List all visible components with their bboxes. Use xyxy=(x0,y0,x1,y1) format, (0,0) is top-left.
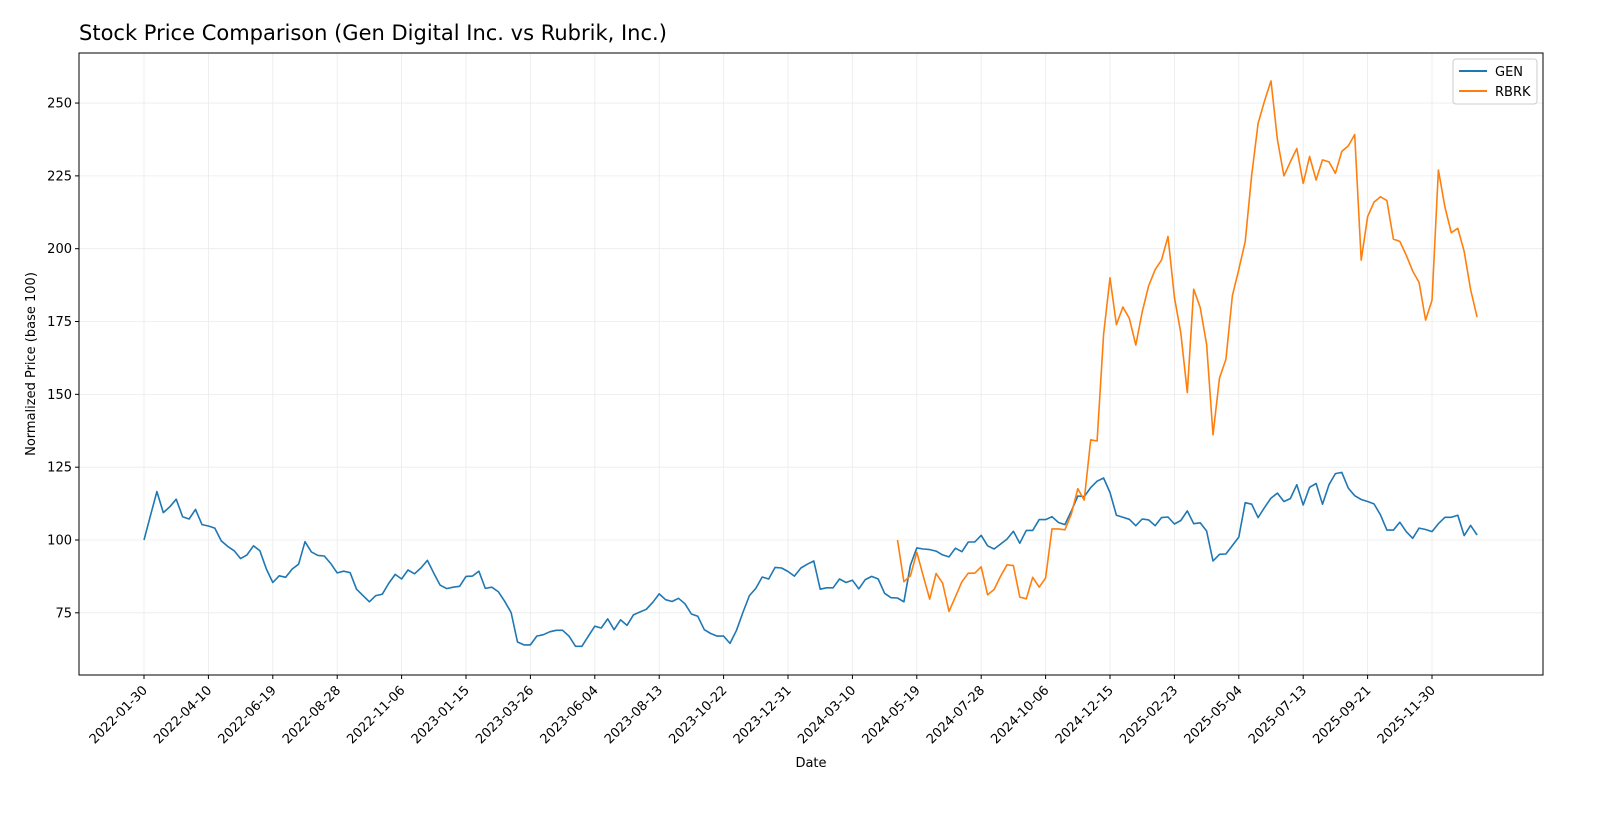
x-axis-ticks: 2022-01-30 2022-04-10 2022-06-19 2022-08-28… xyxy=(87,675,1439,747)
y-tick-label: 175 xyxy=(47,315,72,330)
legend-label-gen: GEN xyxy=(1495,65,1523,80)
x-tick-label: 2022-06-19 xyxy=(216,683,280,747)
x-tick-label: 2025-09-21 xyxy=(1310,683,1374,747)
x-tick-label: 2025-05-04 xyxy=(1182,683,1246,747)
x-tick-label: 2023-06-04 xyxy=(538,683,602,747)
x-tick-label: 2023-03-26 xyxy=(473,683,537,747)
y-tick-label: 150 xyxy=(47,388,72,403)
y-axis-ticks: 75 100 125 150 175 200 225 250 xyxy=(47,97,79,621)
y-tick-label: 225 xyxy=(47,169,72,184)
legend-label-rbrk: RBRK xyxy=(1495,85,1531,100)
grid xyxy=(79,53,1543,675)
series-lines xyxy=(143,80,1478,648)
x-tick-label: 2023-08-13 xyxy=(602,683,666,747)
x-tick-label: 2023-12-31 xyxy=(731,683,795,747)
x-tick-label: 2024-05-19 xyxy=(860,683,924,747)
x-tick-label: 2023-10-22 xyxy=(666,683,730,747)
y-tick-label: 200 xyxy=(47,242,72,257)
x-tick-label: 2022-04-10 xyxy=(151,683,215,747)
legend: GEN RBRK xyxy=(1452,58,1538,105)
x-tick-label: 2022-11-06 xyxy=(344,683,408,747)
y-tick-label: 125 xyxy=(47,461,72,476)
x-tick-label: 2022-08-28 xyxy=(280,683,344,747)
y-tick-label: 100 xyxy=(47,534,72,549)
x-tick-label: 2025-07-13 xyxy=(1246,683,1310,747)
x-tick-label: 2024-12-15 xyxy=(1053,683,1117,747)
x-tick-label: 2025-11-30 xyxy=(1375,683,1439,747)
chart-title: Stock Price Comparison (Gen Digital Inc.… xyxy=(79,21,667,45)
y-tick-label: 75 xyxy=(55,606,72,621)
y-axis-label: Normalized Price (base 100) xyxy=(24,272,39,456)
plot-frame xyxy=(78,52,1544,676)
x-tick-label: 2024-07-28 xyxy=(924,683,988,747)
x-tick-label: 2022-01-30 xyxy=(87,683,151,747)
x-tick-label: 2024-10-06 xyxy=(988,683,1052,747)
x-axis-label: Date xyxy=(795,756,826,771)
series-line-gen xyxy=(143,471,1478,648)
x-tick-label: 2024-03-10 xyxy=(795,683,859,747)
series-line-rbrk xyxy=(896,80,1478,613)
y-tick-label: 250 xyxy=(47,97,72,112)
x-tick-label: 2023-01-15 xyxy=(409,683,473,747)
x-tick-label: 2025-02-23 xyxy=(1117,683,1181,747)
